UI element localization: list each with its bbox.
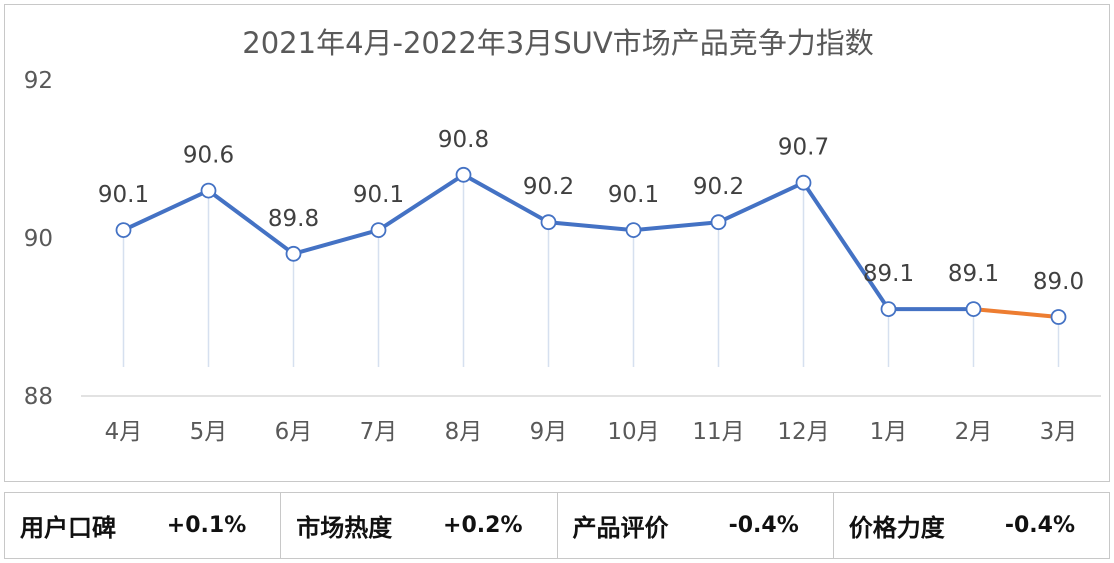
data-point xyxy=(370,222,387,239)
x-axis: 4月 5月 6月 7月 8月 9月 10月 11月 12月 1月 2月 3月 xyxy=(105,419,1078,445)
data-label: 90.1 xyxy=(353,182,404,208)
stat-name: 市场热度 xyxy=(296,514,393,542)
data-label: 89.8 xyxy=(268,206,319,232)
x-tick-label: 8月 xyxy=(445,419,483,445)
chart-frame: 2021年4月-2022年3月SUV市场产品竞争力指数 88 90 92 90.1 9… xyxy=(4,4,1110,482)
data-point xyxy=(115,222,132,239)
x-tick-label: 10月 xyxy=(607,419,659,445)
data-point xyxy=(1050,309,1067,325)
data-point xyxy=(285,245,302,262)
stat-price-strength: 价格力度 -0.4% xyxy=(834,493,1109,558)
data-label: 89.1 xyxy=(948,261,999,287)
stat-value: -0.4% xyxy=(728,513,799,538)
stat-value: +0.2% xyxy=(443,513,523,538)
stat-market-heat: 市场热度 +0.2% xyxy=(281,493,558,558)
data-point xyxy=(710,214,727,231)
x-tick-label: 6月 xyxy=(275,419,313,445)
data-label: 89.1 xyxy=(863,261,914,287)
stat-name: 价格力度 xyxy=(848,514,945,542)
data-point xyxy=(200,182,217,199)
x-tick-label: 3月 xyxy=(1040,419,1078,445)
data-label: 90.7 xyxy=(778,135,829,161)
y-tick-label: 88 xyxy=(24,384,53,410)
data-point xyxy=(540,214,557,231)
data-label: 90.8 xyxy=(438,127,489,153)
y-tick-label: 92 xyxy=(24,68,53,94)
data-label: 90.1 xyxy=(98,182,149,208)
stat-name: 产品评价 xyxy=(572,514,669,542)
x-tick-label: 11月 xyxy=(692,419,744,445)
x-tick-label: 12月 xyxy=(777,419,829,445)
data-label: 90.2 xyxy=(523,174,574,200)
series-line xyxy=(122,172,1061,319)
data-point xyxy=(965,301,982,318)
data-label: 90.6 xyxy=(183,143,234,169)
data-label: 90.1 xyxy=(608,182,659,208)
x-tick-label: 2月 xyxy=(955,419,993,445)
x-tick-label: 7月 xyxy=(360,419,398,445)
stat-name: 用户口碑 xyxy=(20,514,116,542)
data-label: 89.0 xyxy=(1033,269,1084,295)
x-tick-label: 5月 xyxy=(190,419,228,445)
data-point xyxy=(455,166,472,183)
x-tick-label: 9月 xyxy=(530,419,568,445)
data-point xyxy=(625,222,642,239)
drop-lines xyxy=(122,181,1060,367)
chart-title: 2021年4月-2022年3月SUV市场产品竞争力指数 xyxy=(242,26,873,60)
y-tick-label: 90 xyxy=(24,226,53,252)
x-tick-label: 4月 xyxy=(105,419,143,445)
stats-bar: 用户口碑 +0.1% 市场热度 +0.2% 产品评价 -0.4% 价格力度 -0… xyxy=(4,492,1110,559)
stat-value: -0.4% xyxy=(1004,513,1075,538)
stat-user-reputation: 用户口碑 +0.1% xyxy=(5,493,282,558)
data-labels: 90.1 90.6 89.8 90.1 90.8 90.2 90.1 90.2 90.7 89.1… xyxy=(98,127,1084,295)
data-point xyxy=(795,174,812,191)
x-tick-label: 1月 xyxy=(870,419,908,445)
series-line-last-segment xyxy=(971,307,1061,319)
stat-product-review: 产品评价 -0.4% xyxy=(558,493,834,558)
data-label: 90.2 xyxy=(693,174,744,200)
data-point xyxy=(880,301,897,318)
stat-value: +0.1% xyxy=(166,513,247,538)
data-markers xyxy=(115,166,1067,325)
y-axis: 88 90 92 xyxy=(24,68,53,410)
